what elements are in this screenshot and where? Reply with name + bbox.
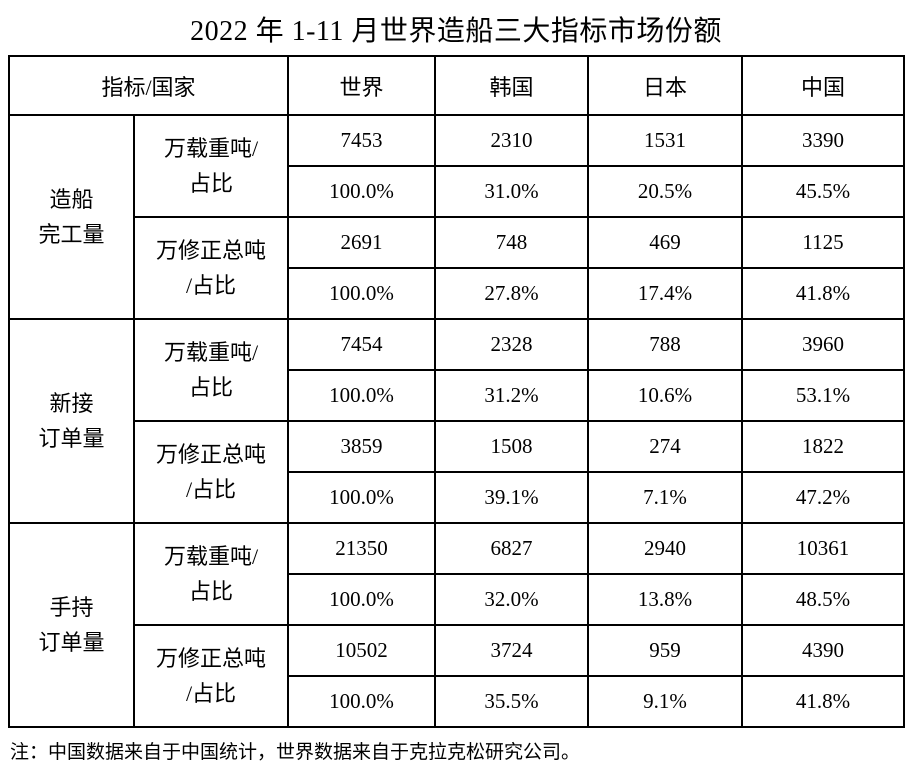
share-cell: 100.0% — [287, 471, 436, 524]
share-cell: 35.5% — [434, 675, 589, 728]
value-cell: 3859 — [287, 420, 436, 473]
metric-label-line: 占比 — [188, 579, 233, 604]
value-cell: 7454 — [287, 318, 436, 371]
value-cell: 10502 — [287, 624, 436, 677]
value-cell: 3724 — [434, 624, 589, 677]
metric-label-dwt: 万载重吨/ 占比 — [133, 522, 289, 626]
share-cell: 41.8% — [741, 675, 905, 728]
share-cell: 27.8% — [434, 267, 589, 320]
group-label-line: 新接 — [49, 390, 94, 416]
metric-label-line: /占比 — [185, 477, 237, 502]
share-cell: 13.8% — [587, 573, 743, 626]
group-label-line: 造船 — [49, 186, 94, 212]
table-row: 新接 订单量 万载重吨/ 占比 7454 2328 788 3960 — [8, 318, 905, 524]
metric-label-line: 万修正总吨 — [155, 237, 266, 263]
table-row: 100.0% 39.1% 7.1% 47.2% — [9, 471, 905, 524]
value-cell: 21350 — [287, 522, 436, 575]
value-cell: 2328 — [434, 318, 589, 371]
table-row: 万修正总吨 /占比 3859 1508 274 1822 — [9, 420, 905, 524]
metric-label-dwt: 万载重吨/ 占比 — [133, 114, 289, 218]
share-cell: 45.5% — [741, 165, 905, 218]
share-cell: 10.6% — [587, 369, 743, 422]
share-cell: 48.5% — [741, 573, 905, 626]
share-cell: 31.2% — [434, 369, 589, 422]
value-cell: 1822 — [741, 420, 905, 473]
metric-label-cgt: 万修正总吨 /占比 — [133, 216, 289, 320]
metric-label-line: /占比 — [185, 681, 237, 706]
value-cell: 788 — [587, 318, 743, 371]
share-cell: 32.0% — [434, 573, 589, 626]
metric-label-line: 占比 — [188, 171, 233, 196]
group-label-line: 完工量 — [38, 222, 105, 247]
value-cell: 274 — [587, 420, 743, 473]
table-row: 万修正总吨 /占比 10502 3724 959 4390 — [9, 624, 905, 728]
table-row: 100.0% 35.5% 9.1% 41.8% — [9, 675, 905, 728]
value-cell: 469 — [587, 216, 743, 269]
value-cell: 2691 — [287, 216, 436, 269]
share-cell: 39.1% — [434, 471, 589, 524]
table-row: 100.0% 27.8% 17.4% 41.8% — [9, 267, 905, 320]
share-cell: 100.0% — [287, 165, 436, 218]
column-header-japan: 日本 — [587, 55, 743, 116]
value-cell: 1531 — [587, 114, 743, 167]
table-row: 100.0% 31.0% 20.5% 45.5% — [9, 165, 905, 218]
group-label-completions: 造船 完工量 — [8, 114, 135, 320]
value-cell: 1125 — [741, 216, 905, 269]
value-cell: 10361 — [741, 522, 905, 575]
share-cell: 100.0% — [287, 267, 436, 320]
value-cell: 3390 — [741, 114, 905, 167]
metric-label-line: 占比 — [188, 375, 233, 400]
value-cell: 2940 — [587, 522, 743, 575]
share-cell: 9.1% — [587, 675, 743, 728]
metric-label-cgt: 万修正总吨 /占比 — [133, 624, 289, 728]
value-cell: 959 — [587, 624, 743, 677]
value-cell: 3960 — [741, 318, 905, 371]
metric-label-line: 万修正总吨 — [155, 441, 266, 467]
market-share-table: 指标/国家 世界 韩国 日本 中国 造船 完工量 万载重吨/ 占比 7453 2… — [8, 55, 905, 728]
metric-label-line: /占比 — [185, 273, 237, 298]
table-header-row: 指标/国家 世界 韩国 日本 中国 — [8, 55, 905, 116]
value-cell: 1508 — [434, 420, 589, 473]
share-cell: 17.4% — [587, 267, 743, 320]
value-cell: 7453 — [287, 114, 436, 167]
column-header-china: 中国 — [741, 55, 905, 116]
value-cell: 2310 — [434, 114, 589, 167]
group-label-new-orders: 新接 订单量 — [8, 318, 135, 524]
group-label-line: 手持 — [49, 594, 94, 620]
corner-header: 指标/国家 — [8, 55, 289, 116]
value-cell: 748 — [434, 216, 589, 269]
metric-label-line: 万载重吨/ — [163, 543, 259, 569]
metric-label-line: 万载重吨/ — [163, 339, 259, 365]
share-cell: 100.0% — [287, 369, 436, 422]
share-cell: 100.0% — [287, 573, 436, 626]
table-row: 100.0% 32.0% 13.8% 48.5% — [9, 573, 905, 626]
group-label-order-backlog: 手持 订单量 — [8, 522, 135, 728]
table-row: 手持 订单量 万载重吨/ 占比 21350 6827 2940 10361 — [8, 522, 905, 728]
share-cell: 100.0% — [287, 675, 436, 728]
share-cell: 20.5% — [587, 165, 743, 218]
table-row: 100.0% 31.2% 10.6% 53.1% — [9, 369, 905, 422]
metric-label-dwt: 万载重吨/ 占比 — [133, 318, 289, 422]
group-label-line: 订单量 — [38, 426, 105, 451]
column-header-world: 世界 — [287, 55, 436, 116]
value-cell: 4390 — [741, 624, 905, 677]
group-label-line: 订单量 — [38, 630, 105, 655]
table-row: 万修正总吨 /占比 2691 748 469 1125 — [9, 216, 905, 320]
metric-label-cgt: 万修正总吨 /占比 — [133, 420, 289, 524]
metric-label-line: 万载重吨/ — [163, 135, 259, 161]
value-cell: 6827 — [434, 522, 589, 575]
share-cell: 41.8% — [741, 267, 905, 320]
share-cell: 7.1% — [587, 471, 743, 524]
page-title: 2022 年 1-11 月世界造船三大指标市场份额 — [190, 16, 722, 47]
share-cell: 47.2% — [741, 471, 905, 524]
table-row: 造船 完工量 万载重吨/ 占比 7453 2310 1531 3390 — [8, 114, 905, 320]
source-footnote: 注：中国数据来自于中国统计，世界数据来自于克拉克松研究公司。 — [10, 742, 581, 763]
share-cell: 53.1% — [741, 369, 905, 422]
share-cell: 31.0% — [434, 165, 589, 218]
column-header-korea: 韩国 — [434, 55, 589, 116]
metric-label-line: 万修正总吨 — [155, 645, 266, 671]
